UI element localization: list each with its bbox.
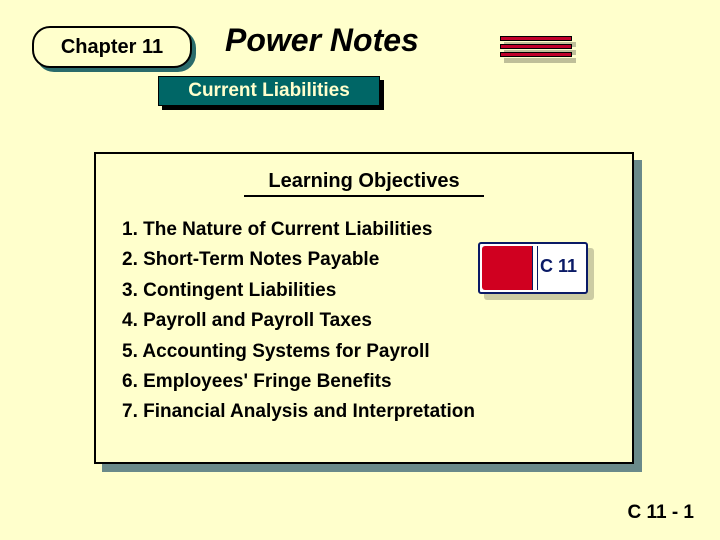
book-left-page bbox=[482, 246, 532, 290]
chapter-label: Chapter 11 bbox=[61, 36, 163, 59]
list-item: 4. Payroll and Payroll Taxes bbox=[122, 306, 608, 336]
book-spine bbox=[532, 246, 538, 290]
topic-label: Current Liabilities bbox=[188, 80, 350, 102]
objectives-title: Learning Objectives bbox=[120, 170, 608, 193]
page-title: Power Notes bbox=[225, 22, 419, 59]
objectives-underline bbox=[244, 195, 484, 197]
decorative-bars bbox=[500, 36, 572, 60]
list-item: 6. Employees' Fringe Benefits bbox=[122, 367, 608, 397]
book-icon: C 11 bbox=[478, 242, 594, 300]
book-cover: C 11 bbox=[478, 242, 588, 294]
decor-bar bbox=[500, 36, 572, 41]
decor-bar bbox=[500, 44, 572, 49]
chapter-box: Chapter 11 bbox=[32, 26, 192, 68]
list-item: 7. Financial Analysis and Interpretation bbox=[122, 397, 608, 427]
decor-bar bbox=[500, 52, 572, 57]
book-label: C 11 bbox=[540, 256, 577, 277]
topic-box: Current Liabilities bbox=[158, 76, 380, 106]
main-panel: Learning Objectives 1. The Nature of Cur… bbox=[94, 152, 634, 464]
slide-footer: C 11 - 1 bbox=[627, 502, 694, 524]
list-item: 1. The Nature of Current Liabilities bbox=[122, 215, 608, 245]
list-item: 5. Accounting Systems for Payroll bbox=[122, 337, 608, 367]
